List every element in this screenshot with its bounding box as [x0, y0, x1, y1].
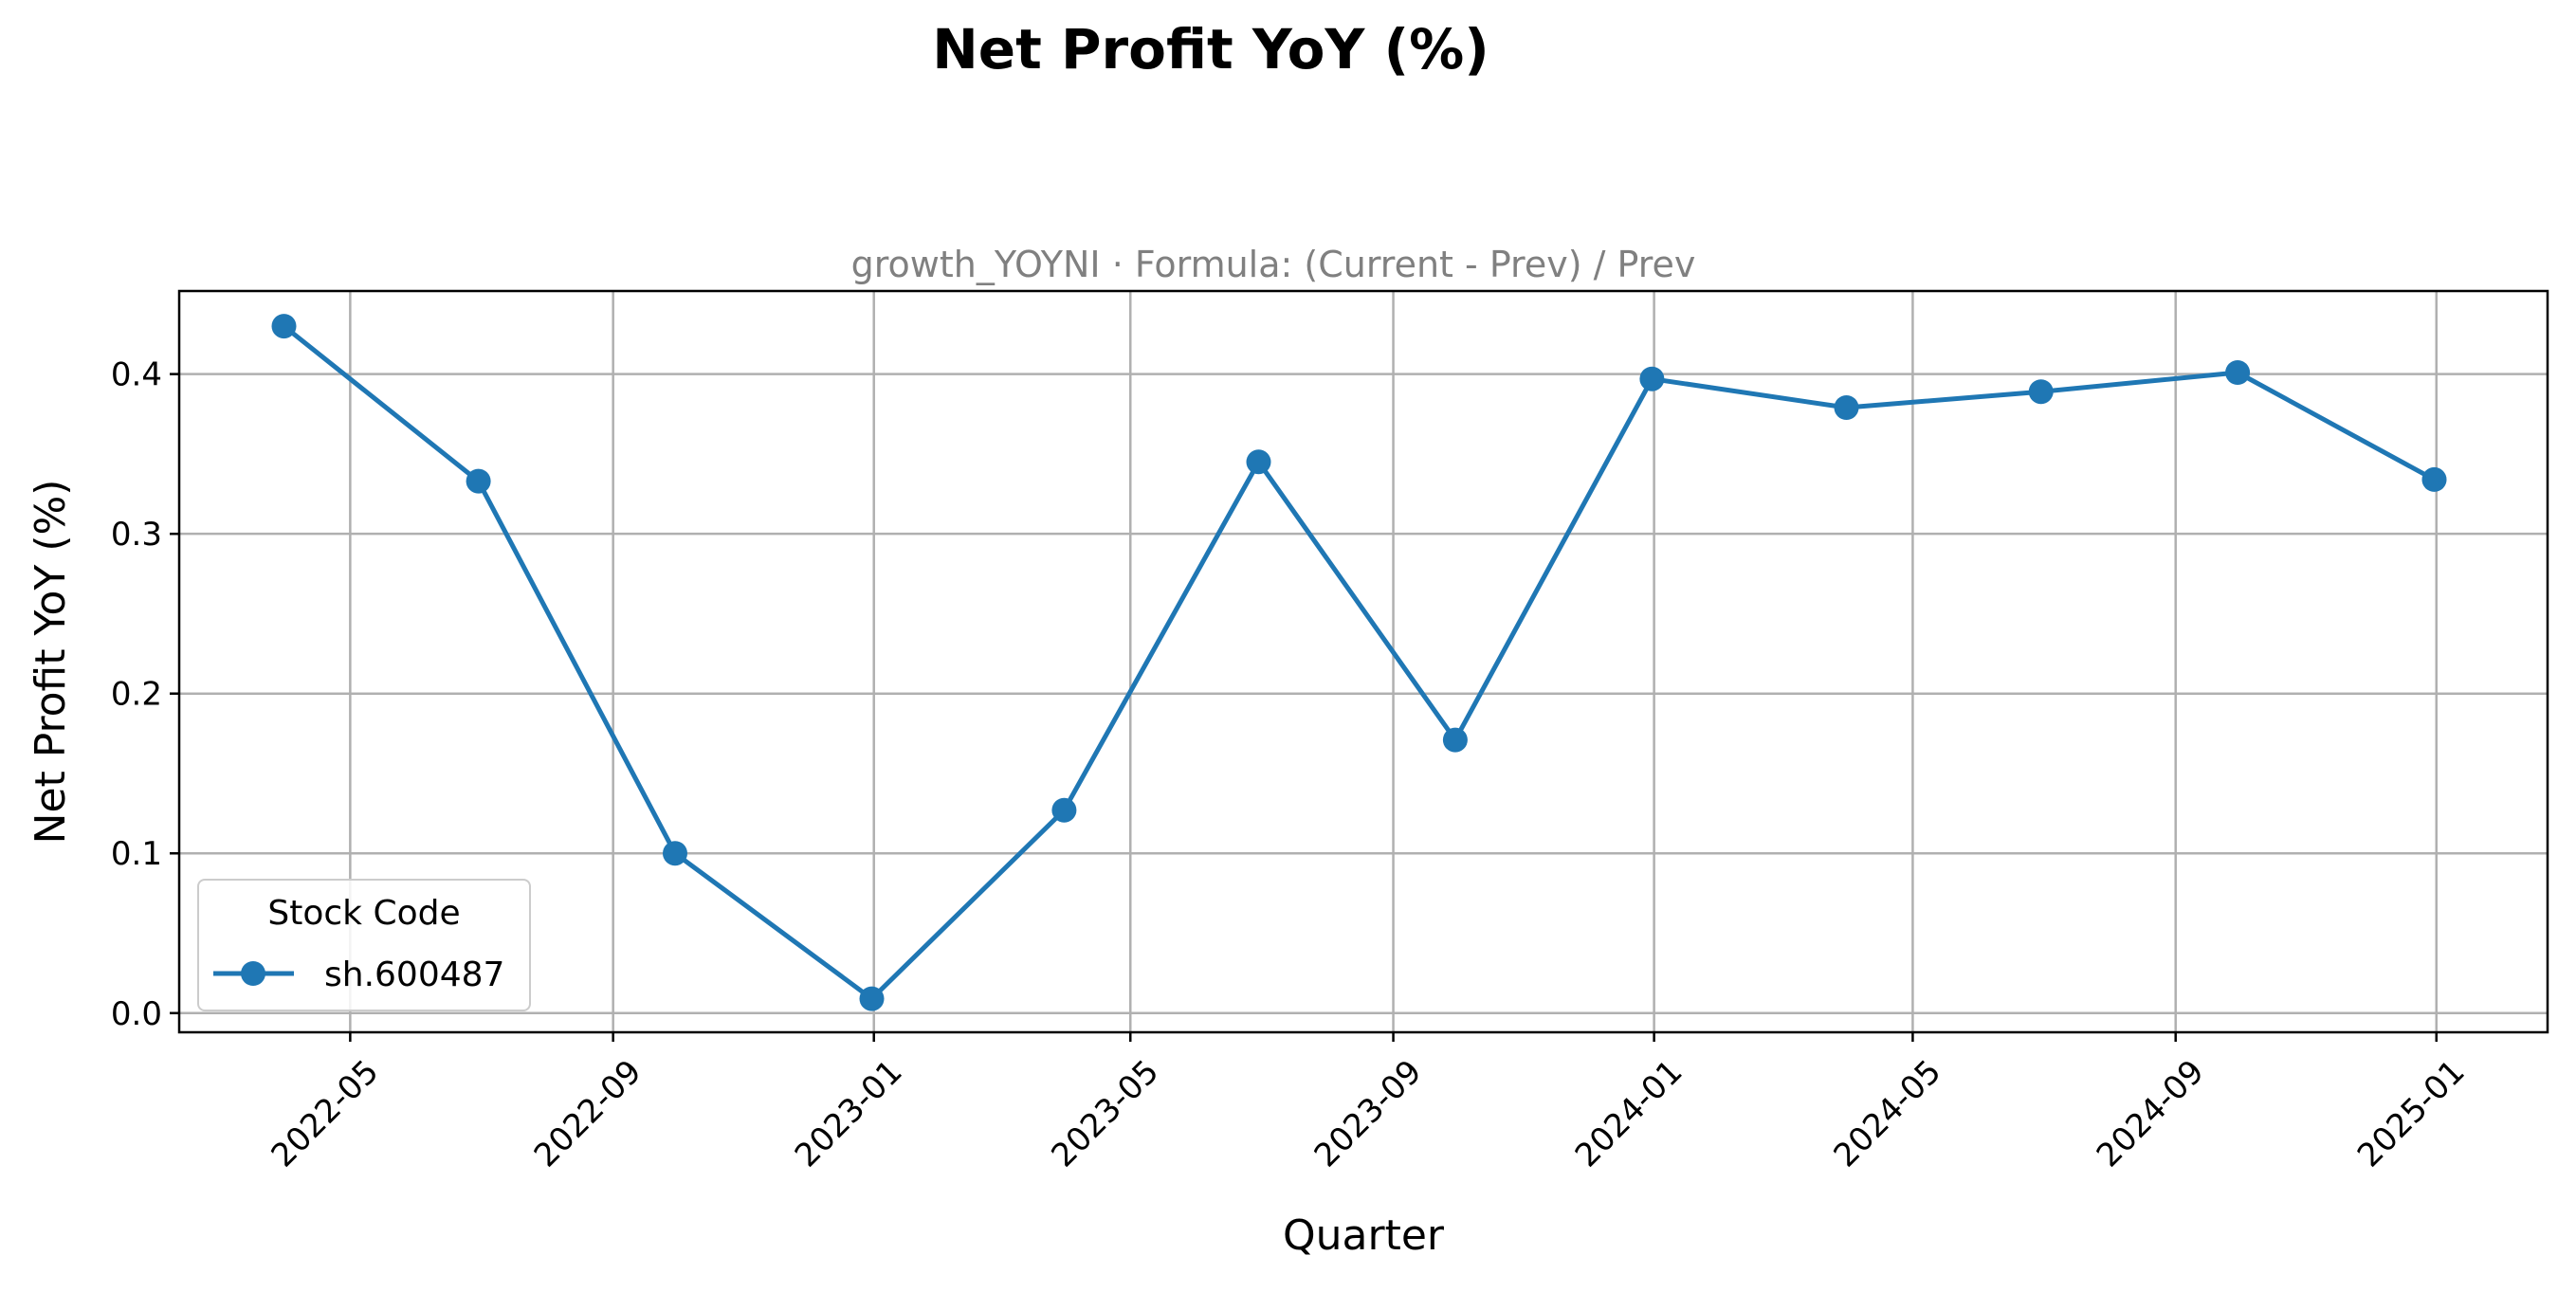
- data-point: [1051, 797, 1077, 823]
- x-tick-label: 2024-09: [2090, 1053, 2212, 1175]
- x-axis: 2022-05 2022-09 2023-01 2023-05 2023-09 2024-…: [265, 1032, 2473, 1174]
- x-tick-label: 2022-05: [265, 1053, 387, 1175]
- series-group: [271, 314, 2447, 1011]
- plot-area-frame: [177, 289, 2549, 1034]
- chart-title: Net Profit YoY (%): [932, 17, 1489, 82]
- data-point: [2028, 379, 2054, 405]
- grid: [179, 291, 2548, 1032]
- x-axis-label: Quarter: [1283, 1211, 1445, 1260]
- data-point: [2225, 360, 2251, 385]
- data-point: [1442, 727, 1468, 753]
- x-tick-label: 2024-05: [1827, 1053, 1949, 1175]
- y-tick-label: 0.3: [111, 516, 162, 554]
- y-axis: 0.0 0.1 0.2 0.3 0.4: [111, 356, 179, 1033]
- series-line: [282, 324, 2436, 1002]
- y-tick-label: 0.2: [111, 676, 162, 714]
- y-axis-label: Net Profit YoY (%): [27, 480, 75, 845]
- x-tick-label: 2023-05: [1044, 1053, 1166, 1175]
- x-tick-label: 2022-09: [527, 1053, 649, 1175]
- data-point: [663, 841, 687, 866]
- legend: Stock Code sh.600487: [197, 879, 531, 1011]
- chart-subtitle: growth_YOYNI · Formula: (Current - Prev)…: [851, 244, 1696, 285]
- x-tick-label: 2025-01: [2350, 1053, 2473, 1175]
- data-point: [2421, 466, 2447, 492]
- data-point: [859, 986, 885, 1011]
- y-tick-label: 0.4: [111, 356, 162, 394]
- legend-marker-swatch: [241, 961, 265, 986]
- legend-label: sh.600487: [324, 955, 504, 994]
- legend-box: [197, 879, 531, 1011]
- data-point: [1834, 395, 1859, 420]
- y-tick-label: 0.0: [111, 995, 162, 1033]
- data-point: [466, 468, 491, 494]
- y-tick-label: 0.1: [111, 835, 162, 873]
- x-tick-label: 2024-01: [1568, 1053, 1690, 1175]
- legend-title: Stock Code: [267, 894, 460, 933]
- x-tick-label: 2023-01: [788, 1053, 910, 1175]
- data-point: [1639, 366, 1665, 391]
- data-point: [1246, 449, 1271, 475]
- x-tick-label: 2023-09: [1307, 1053, 1430, 1175]
- data-point: [271, 314, 297, 339]
